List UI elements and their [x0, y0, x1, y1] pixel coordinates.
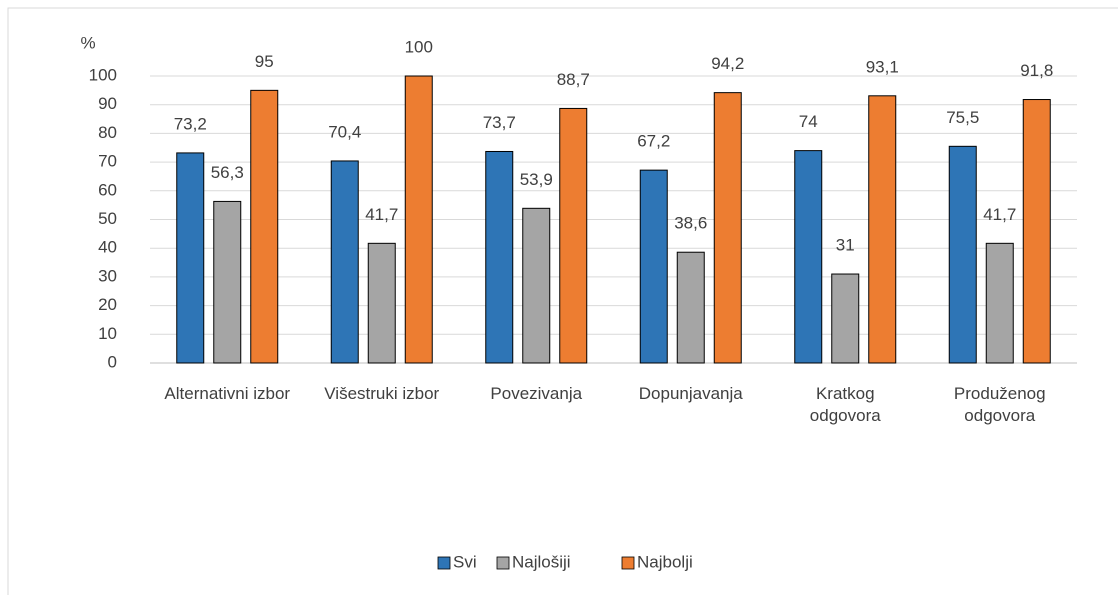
legend-label: Najbolji	[637, 552, 693, 571]
data-label: 75,5	[946, 108, 979, 127]
data-label: 70,4	[328, 122, 361, 141]
bar	[559, 107, 588, 364]
data-label: 94,2	[711, 54, 744, 73]
data-label: 41,7	[365, 205, 398, 224]
bar	[404, 75, 433, 364]
y-tick-label: 70	[98, 152, 117, 171]
y-tick-label: 60	[98, 180, 117, 199]
x-tick-label: Višestruki izbor	[324, 384, 440, 403]
bar	[522, 207, 551, 364]
data-label: 100	[405, 37, 433, 56]
data-label: 31	[836, 236, 855, 255]
data-label: 91,8	[1020, 61, 1053, 80]
data-label: 67,2	[637, 132, 670, 151]
bar	[176, 152, 205, 364]
bar	[250, 89, 279, 364]
bar	[213, 200, 242, 364]
data-label: 38,6	[674, 214, 707, 233]
y-tick-label: 80	[98, 123, 117, 142]
bar	[330, 160, 359, 364]
data-label: 53,9	[520, 170, 553, 189]
bar	[713, 92, 742, 364]
y-tick-label: 0	[108, 352, 117, 371]
bar	[868, 95, 897, 364]
y-tick-label: 90	[98, 94, 117, 113]
y-tick-label: 40	[98, 238, 117, 257]
x-tick-label: Produženog odgovora	[953, 384, 1046, 425]
data-label: 73,2	[174, 114, 207, 133]
bar	[794, 150, 823, 364]
legend-swatch	[621, 556, 635, 570]
legend-label: Najlošiji	[512, 552, 571, 571]
data-label: 93,1	[866, 57, 899, 76]
bar	[367, 242, 396, 364]
x-tick-label: Kratkog odgovora	[809, 384, 881, 425]
bar	[676, 251, 705, 364]
y-tick-label: 10	[98, 324, 117, 343]
data-label: 73,7	[483, 113, 516, 132]
data-label: 95	[255, 52, 274, 71]
data-label: 74	[799, 112, 818, 131]
bar	[485, 150, 514, 364]
bar	[948, 145, 977, 364]
legend-swatch	[496, 556, 510, 570]
y-tick-label: 30	[98, 266, 117, 285]
chart-border	[7, 7, 1118, 595]
y-tick-label: 50	[98, 209, 117, 228]
y-tick-label: 20	[98, 295, 117, 314]
y-axis-label: %	[80, 33, 95, 52]
x-tick-label: Dopunjavanja	[638, 384, 743, 403]
data-label: 41,7	[983, 205, 1016, 224]
data-label: 88,7	[557, 70, 590, 89]
x-tick-label: Povezivanja	[490, 384, 583, 403]
bar	[985, 242, 1014, 364]
bar	[831, 273, 860, 364]
bar	[1022, 99, 1051, 364]
data-label: 56,3	[211, 163, 244, 182]
legend-label: Svi	[453, 552, 477, 571]
y-tick-label: 100	[89, 65, 117, 84]
bar	[639, 169, 668, 364]
legend-swatch	[437, 556, 451, 570]
x-tick-label: Alternativni izbor	[164, 384, 291, 403]
